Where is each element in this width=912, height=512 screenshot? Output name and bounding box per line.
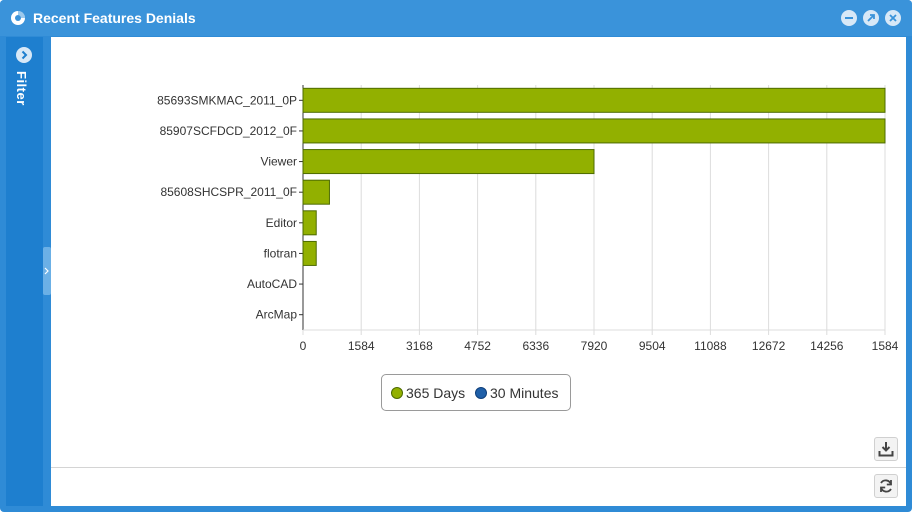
refresh-icon	[880, 479, 892, 493]
bar-365-days	[302, 179, 330, 205]
minimize-icon	[845, 17, 853, 19]
x-tick-label: 7920	[581, 339, 608, 353]
y-tick-label: 85693SMKMAC_2011_0P	[157, 93, 297, 107]
x-tick-label: 6336	[522, 339, 549, 353]
x-tick-label: 1584	[872, 339, 899, 353]
x-tick-label: 11088	[694, 339, 727, 353]
chevron-right-icon	[44, 267, 49, 275]
bar-365-days	[302, 87, 886, 113]
window-title: Recent Features Denials	[33, 10, 196, 26]
legend-dot-365-days	[391, 387, 403, 399]
close-button[interactable]	[885, 10, 901, 26]
y-tick-label: Editor	[266, 216, 297, 230]
bar-365-days	[302, 240, 317, 266]
bar-365-days	[302, 118, 886, 144]
bar-365-days	[302, 210, 317, 236]
bar-chart: 85693SMKMAC_2011_0P 85907SCFDCD_2012_0F Vi…	[157, 85, 899, 353]
donut-icon	[11, 11, 25, 25]
y-tick-label: 85907SCFDCD_2012_0F	[160, 124, 297, 138]
chart-panel: 85693SMKMAC_2011_0P 85907SCFDCD_2012_0F Vi…	[51, 37, 906, 506]
y-tick-label: ArcMap	[256, 308, 298, 322]
y-tick-label: 85608SHCSPR_2011_0F	[160, 185, 297, 199]
chart-legend: 365 Days 30 Minutes	[381, 374, 571, 411]
x-tick-label: 14256	[810, 339, 844, 353]
splitter-handle[interactable]	[43, 247, 51, 295]
restore-button[interactable]	[863, 10, 879, 26]
filter-label-text: Filter	[14, 71, 29, 106]
chevron-right-circle-icon[interactable]	[16, 47, 32, 63]
title-bar: Recent Features Denials	[0, 0, 912, 36]
download-icon	[878, 442, 894, 457]
bar-365-days	[302, 149, 595, 175]
x-tick-label: 12672	[752, 339, 786, 353]
x-tick-label: 4752	[464, 339, 491, 353]
legend-label-365-days: 365 Days	[406, 385, 466, 401]
filter-sidebar[interactable]: Filter	[6, 37, 43, 506]
restore-icon	[867, 14, 875, 22]
minimize-button[interactable]	[841, 10, 857, 26]
x-tick-label: 1584	[348, 339, 375, 353]
export-button[interactable]	[874, 437, 898, 461]
y-tick-label: AutoCAD	[247, 277, 297, 291]
y-tick-label: flotran	[264, 246, 297, 260]
legend-label-30-minutes: 30 Minutes	[490, 385, 559, 401]
refresh-button[interactable]	[874, 474, 898, 498]
legend-dot-30-minutes	[475, 387, 487, 399]
filter-label[interactable]: Filter	[14, 71, 34, 131]
x-tick-label: 3168	[406, 339, 433, 353]
x-tick-label: 0	[300, 339, 307, 353]
x-tick-label: 9504	[639, 339, 666, 353]
close-icon	[889, 14, 897, 22]
footer-divider	[51, 467, 906, 468]
y-tick-label: Viewer	[261, 155, 297, 169]
